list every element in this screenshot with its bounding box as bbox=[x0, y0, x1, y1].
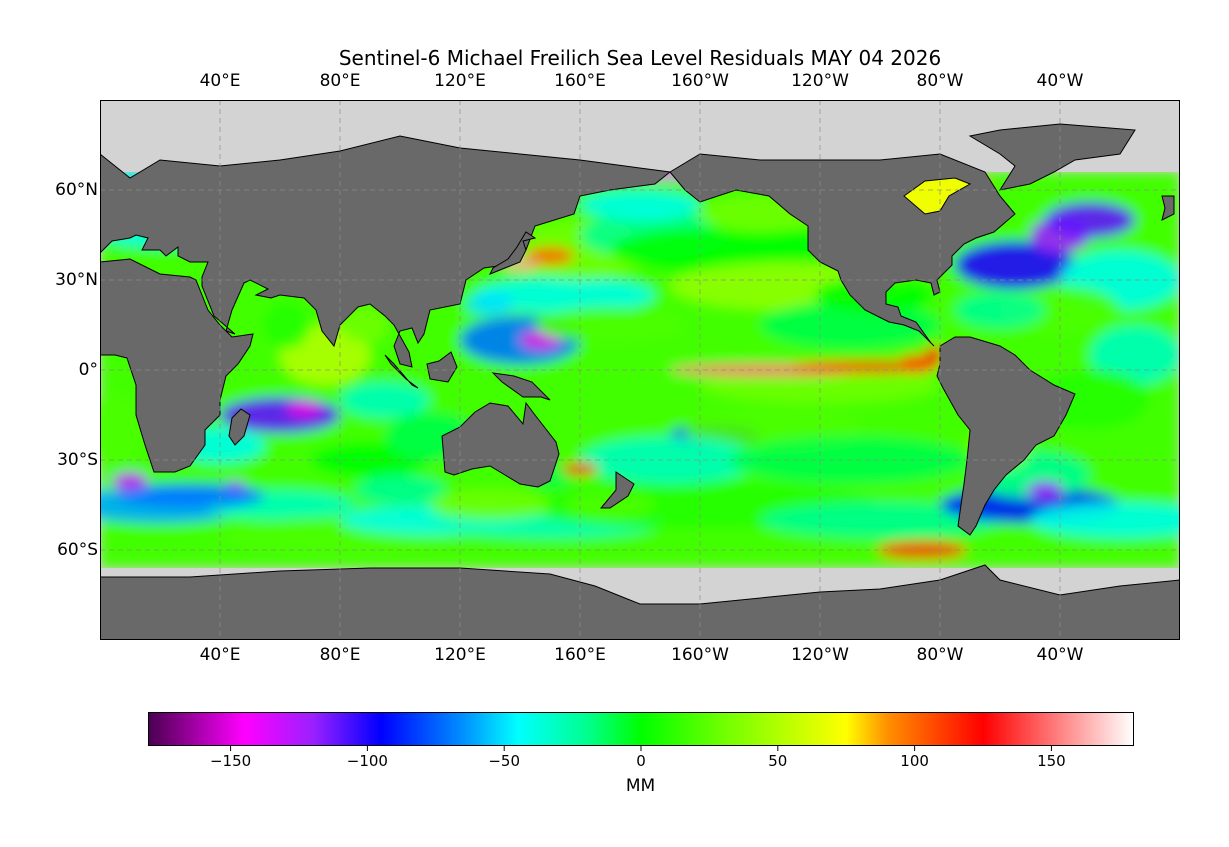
landmass bbox=[441, 401, 560, 488]
landmass bbox=[100, 135, 672, 368]
colorbar-gradient bbox=[148, 712, 1134, 746]
landmass bbox=[936, 336, 1076, 536]
lon-tick-label: 120°W bbox=[791, 71, 849, 91]
lat-tick-label: 30°N bbox=[55, 270, 98, 290]
lon-tick-label: 40°W bbox=[1036, 645, 1084, 665]
colorbar-tick-label: 50 bbox=[768, 752, 788, 770]
lon-tick-label: 120°W bbox=[791, 645, 849, 665]
lon-tick-label: 80°E bbox=[319, 71, 361, 91]
landmass bbox=[488, 231, 537, 275]
lon-tick-label: 160°W bbox=[671, 645, 729, 665]
lat-tick-label: 30°S bbox=[57, 450, 98, 470]
map-frame bbox=[100, 100, 1180, 640]
lon-tick-label: 80°W bbox=[916, 645, 964, 665]
lon-tick-label: 80°W bbox=[916, 71, 964, 91]
colorbar-tick-label: 150 bbox=[1037, 752, 1066, 770]
colorbar-tick-label: 100 bbox=[900, 752, 929, 770]
colorbar-label: MM bbox=[625, 776, 656, 796]
colorbar-tick-label: −50 bbox=[488, 752, 521, 770]
landmass bbox=[599, 471, 635, 509]
landmass bbox=[384, 354, 419, 389]
landmass bbox=[1161, 195, 1175, 221]
lat-tick-label: 60°N bbox=[55, 180, 98, 200]
landmass bbox=[228, 408, 251, 446]
landmass bbox=[426, 351, 458, 383]
colorbar-tick-label: −100 bbox=[346, 752, 388, 770]
colorbar bbox=[148, 712, 1134, 751]
lat-tick-label: 60°S bbox=[57, 540, 98, 560]
colorbar-tick-label: −150 bbox=[209, 752, 252, 770]
land-layer bbox=[100, 123, 1180, 640]
lon-tick-label: 160°W bbox=[671, 71, 729, 91]
landmass bbox=[100, 564, 1180, 640]
gridlines bbox=[100, 100, 1180, 640]
lat-tick-label: 0° bbox=[78, 360, 98, 380]
lon-tick-label: 40°E bbox=[199, 645, 241, 665]
colorbar-tick-label: 0 bbox=[636, 752, 646, 770]
lon-tick-label: 40°E bbox=[199, 71, 241, 91]
lon-tick-label: 80°E bbox=[319, 645, 361, 665]
lon-tick-label: 160°E bbox=[554, 71, 606, 91]
map-title: Sentinel-6 Michael Freilich Sea Level Re… bbox=[338, 46, 942, 70]
landmass bbox=[491, 372, 551, 401]
landmass bbox=[968, 123, 1136, 191]
map-panel bbox=[100, 100, 1180, 640]
lon-tick-label: 160°E bbox=[554, 645, 606, 665]
lon-tick-label: 120°E bbox=[434, 71, 486, 91]
lon-tick-label: 40°W bbox=[1036, 71, 1084, 91]
lon-tick-label: 120°E bbox=[434, 645, 486, 665]
